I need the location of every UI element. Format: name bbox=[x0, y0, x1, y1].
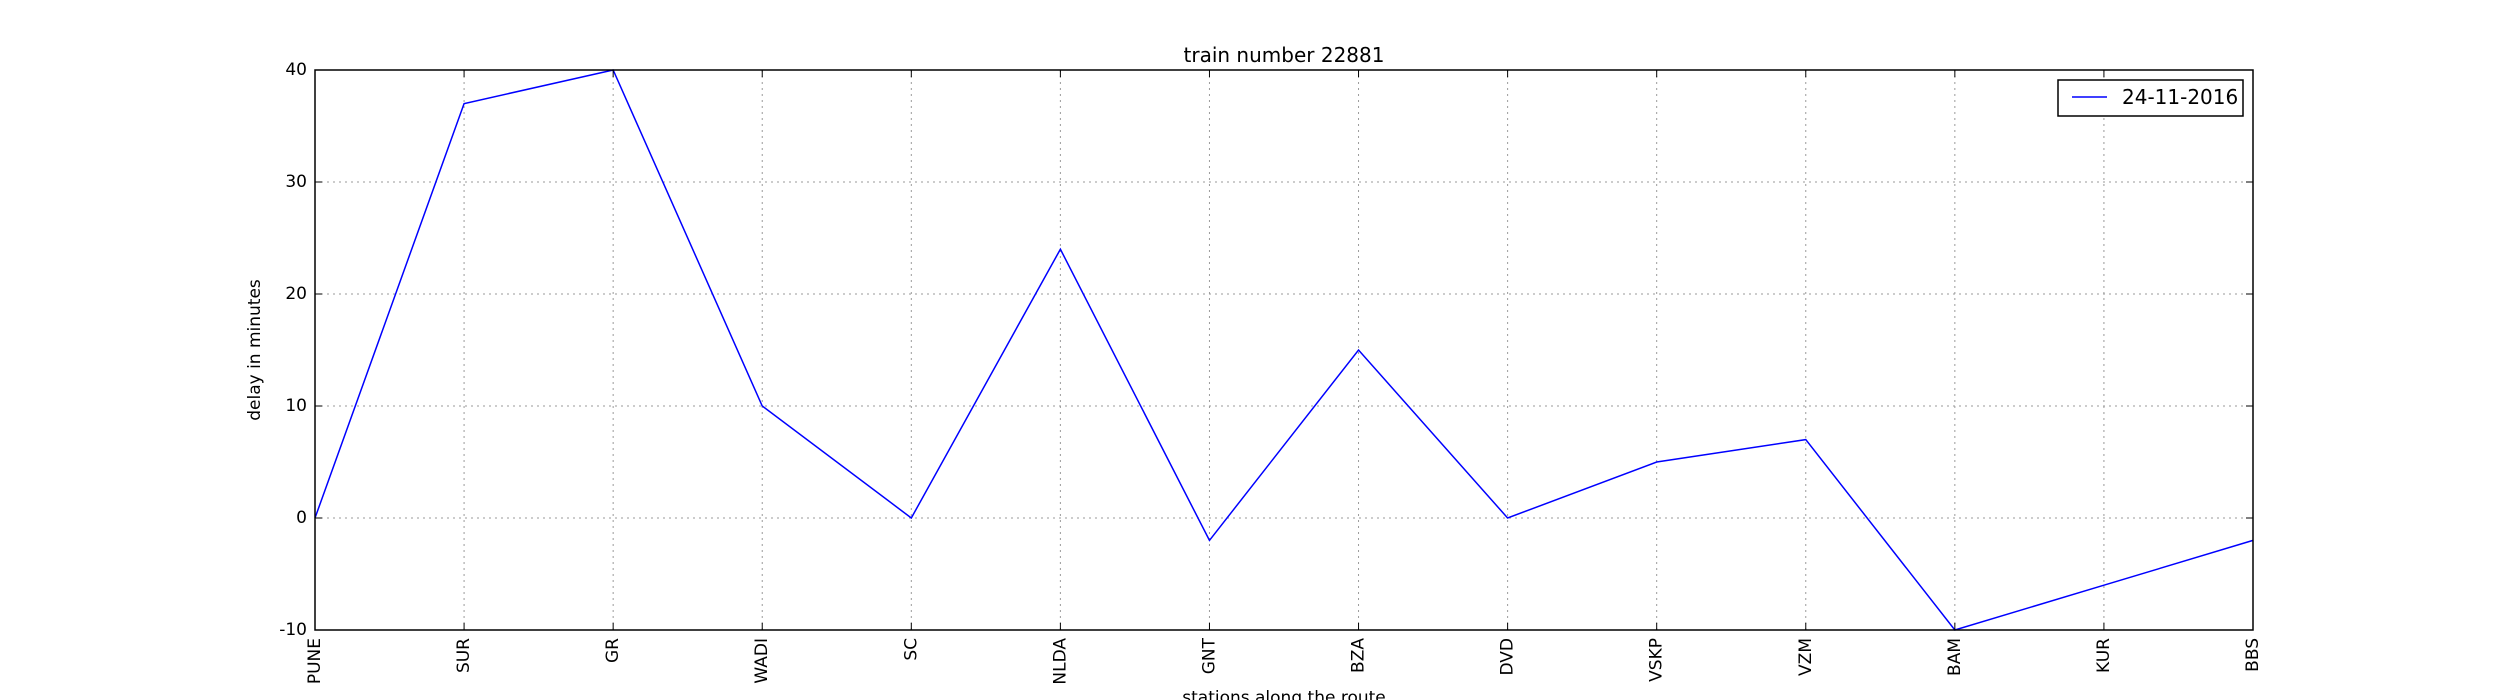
x-tick-labels: PUNE SUR GR WADI SC NLDA GNT BZA DVD VSKP VZM BAM KU… bbox=[305, 637, 2263, 684]
y-tick-label: 0 bbox=[296, 508, 307, 528]
y-tick-label: 20 bbox=[285, 284, 307, 304]
chart-title: train number 22881 bbox=[1184, 43, 1385, 67]
axis-ticks bbox=[314, 69, 2254, 631]
x-tick-label: VZM bbox=[1796, 638, 1816, 676]
x-axis-title: stations along the route bbox=[1182, 688, 1386, 700]
x-tick-label: GNT bbox=[1199, 637, 1219, 674]
series-layer bbox=[314, 69, 2254, 631]
legend-entry-label: 24-11-2016 bbox=[2122, 85, 2238, 109]
x-tick-label: BBS bbox=[2243, 638, 2263, 672]
x-tick-label: DVD bbox=[1498, 638, 1518, 676]
x-tick-label: PUNE bbox=[305, 638, 325, 684]
y-tick-label: 40 bbox=[285, 60, 307, 80]
legend-box bbox=[2057, 79, 2244, 117]
y-tick-labels: -10 0 10 20 30 40 bbox=[279, 60, 307, 640]
x-tick-label: SC bbox=[901, 638, 921, 661]
series-line bbox=[314, 69, 2254, 631]
x-tick-label: NLDA bbox=[1050, 638, 1070, 685]
plot-frame bbox=[314, 69, 2254, 631]
legend: 24-11-2016 bbox=[2057, 79, 2244, 117]
y-tick-label: -10 bbox=[279, 620, 307, 640]
x-tick-label: BAM bbox=[1945, 638, 1965, 676]
x-tick-label: VSKP bbox=[1647, 638, 1667, 682]
y-axis-title: delay in minutes bbox=[245, 279, 265, 421]
x-tick-label: BZA bbox=[1349, 638, 1369, 673]
y-tick-label: 30 bbox=[285, 172, 307, 192]
x-tick-label: SUR bbox=[454, 638, 474, 673]
x-tick-label: KUR bbox=[2094, 638, 2114, 673]
x-tick-label: GR bbox=[603, 638, 623, 663]
x-tick-label: WADI bbox=[752, 638, 772, 684]
y-tick-label: 10 bbox=[285, 396, 307, 416]
